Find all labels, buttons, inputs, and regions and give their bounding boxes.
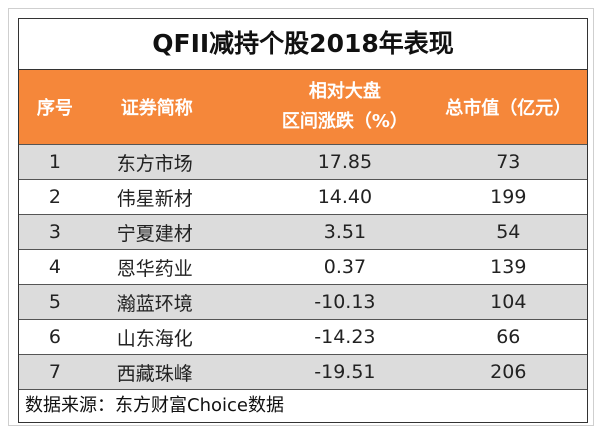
- table: QFII减持个股2018年表现 序号 证券简称 相对大盘区间涨跌（%） 总市值（亿元）…: [18, 18, 588, 423]
- cell: 宁夏建材: [116, 222, 193, 245]
- table-row: 4 恩华药业 0.37 139: [19, 250, 587, 285]
- cell: 伟星新材: [116, 187, 193, 210]
- cell: 17.85: [317, 151, 373, 173]
- cell: 206: [490, 361, 527, 383]
- cell: 2: [48, 186, 61, 208]
- header-row: 序号 证券简称 相对大盘区间涨跌（%） 总市值（亿元）: [19, 70, 587, 145]
- header-line: 区间涨跌（%）: [281, 111, 408, 132]
- cell: -19.51: [314, 361, 376, 383]
- table-row: 6 山东海化 -14.23 66: [19, 320, 587, 355]
- cell: 东方市场: [116, 152, 193, 175]
- cell: -10.13: [314, 291, 376, 313]
- frame: [8, 8, 594, 426]
- cell: 3.51: [323, 221, 367, 243]
- cell: 66: [496, 326, 521, 348]
- source: 数据来源：东方财富Choice数据: [25, 395, 284, 416]
- cell: 14.40: [317, 186, 373, 208]
- cell: 199: [490, 186, 527, 208]
- cell: 7: [48, 361, 61, 383]
- cell: 1: [48, 151, 61, 173]
- table-row: 5 瀚蓝环境 -10.13 104: [19, 285, 587, 320]
- table-body: 序号 证券简称 相对大盘 区间涨跌（%） 总市值（亿元） 1 东方市场 17.85 73 2 伟星新…: [19, 70, 587, 390]
- cell: 瀚蓝环境: [116, 292, 193, 315]
- table-row: 7 西藏珠峰 -19.51 206: [19, 355, 587, 390]
- cell: 0.37: [323, 256, 367, 278]
- cell: 104: [490, 291, 527, 313]
- table-row: 3 宁夏建材 3.51 54: [19, 215, 587, 250]
- cell: 西藏珠峰: [116, 362, 193, 385]
- header-line: 相对大盘: [308, 81, 381, 102]
- cell: 恩华药业: [116, 257, 193, 280]
- cell: 54: [496, 221, 521, 243]
- header-cell: 序号: [36, 98, 73, 119]
- header-cell: 总市值（亿元）: [445, 98, 572, 119]
- cell: -14.23: [314, 326, 376, 348]
- header-cell: 相对大盘区间涨跌（%）: [260, 77, 429, 137]
- cell: 6: [48, 326, 61, 348]
- header-cell: 证券简称: [120, 98, 193, 119]
- cell: 3: [48, 221, 61, 243]
- title: QFII减持个股2018年表现: [19, 19, 587, 70]
- cell: 4: [48, 256, 61, 278]
- table-row: 2 伟星新材 14.40 199: [19, 180, 587, 215]
- cell: 139: [490, 256, 527, 278]
- table-row: 1 东方市场 17.85 73: [19, 145, 587, 180]
- cell: 73: [496, 151, 521, 173]
- cell: 5: [48, 291, 61, 313]
- cell: 山东海化: [116, 327, 193, 350]
